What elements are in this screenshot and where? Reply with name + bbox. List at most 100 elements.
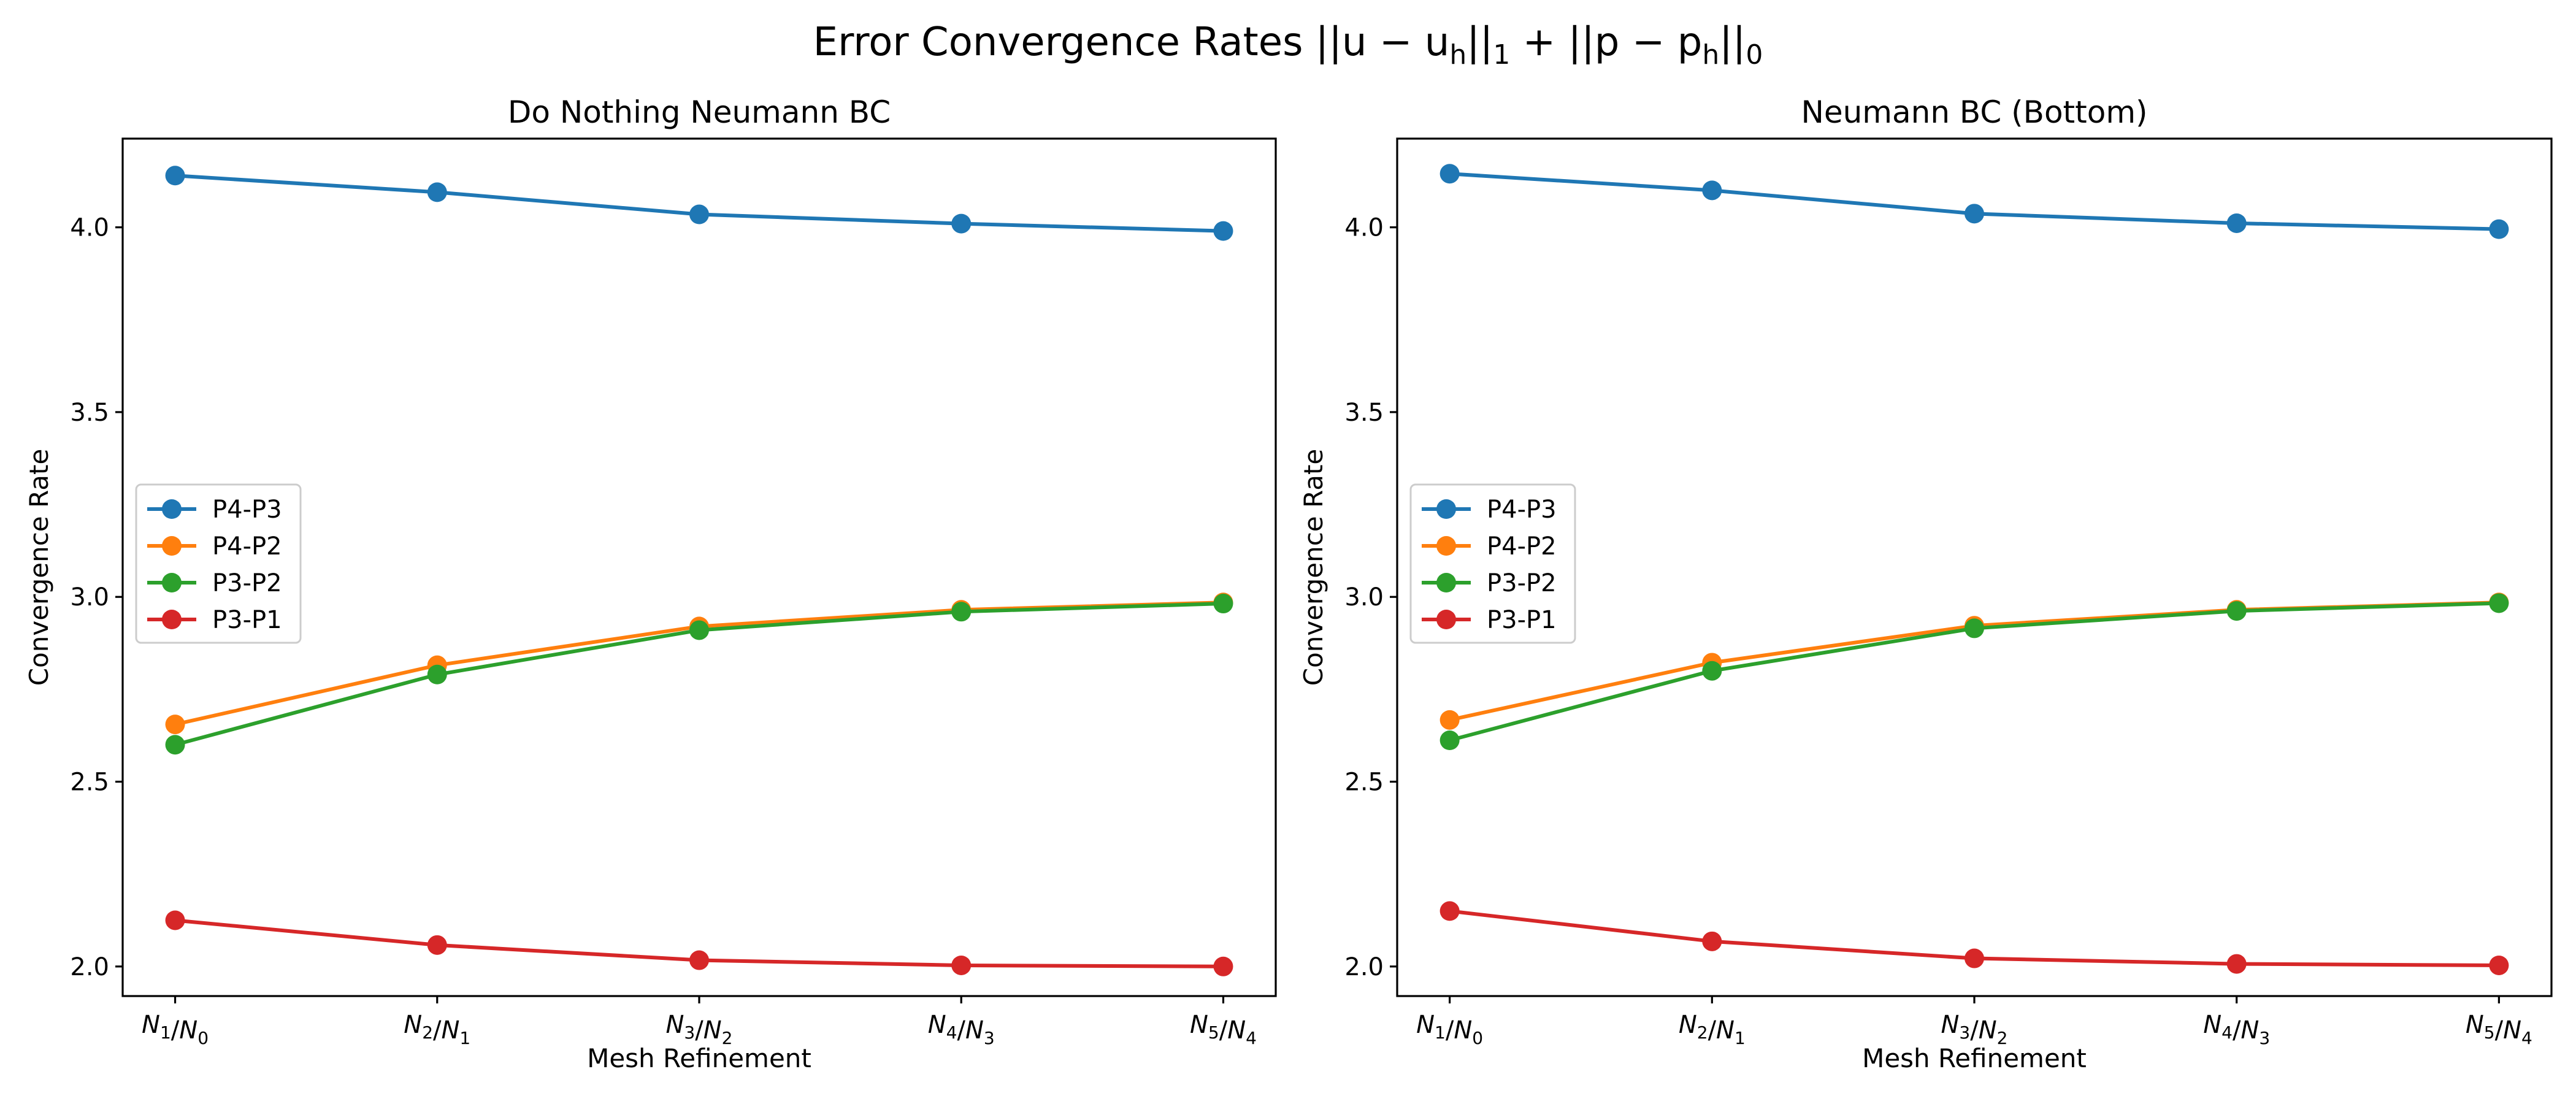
data-point bbox=[1702, 931, 1722, 951]
legend-frame bbox=[1409, 483, 1576, 644]
y-tick-label: 3.0 bbox=[70, 583, 109, 611]
y-tick-label: 4.0 bbox=[1344, 214, 1384, 242]
y-axis-label: Convergence Rate bbox=[24, 449, 54, 686]
legend-entry: P4-P2 bbox=[147, 532, 282, 561]
data-point bbox=[165, 166, 185, 186]
data-point bbox=[165, 910, 185, 930]
legend-label: P4-P3 bbox=[1487, 496, 1557, 524]
legend-label: P3-P1 bbox=[212, 606, 282, 634]
data-point bbox=[1965, 204, 1984, 224]
x-tick-label: N5/N4 bbox=[1190, 1011, 1257, 1048]
x-tick-label: N4/N3 bbox=[928, 1011, 995, 1048]
x-tick-label: N3/N2 bbox=[666, 1011, 733, 1048]
legend: P4-P3 P4-P2 P3-P2 P3-P1 bbox=[135, 483, 302, 644]
data-point bbox=[2489, 219, 2509, 239]
legend-entry: P4-P2 bbox=[1422, 532, 1557, 561]
legend: P4-P3 P4-P2 P3-P2 P3-P1 bbox=[1409, 483, 1576, 644]
data-point bbox=[1213, 221, 1233, 241]
data-point bbox=[1213, 594, 1233, 614]
data-point bbox=[1439, 710, 1460, 730]
data-point bbox=[1439, 164, 1460, 184]
data-point bbox=[689, 620, 709, 640]
data-point bbox=[427, 935, 447, 955]
y-tick-label: 3.5 bbox=[70, 399, 109, 427]
series-P3-P1 bbox=[1439, 901, 2509, 975]
legend-swatch-marker bbox=[162, 499, 182, 519]
y-tick-label: 2.0 bbox=[1344, 953, 1384, 981]
x-tick-label: N4/N3 bbox=[2203, 1011, 2270, 1048]
data-point bbox=[2226, 954, 2247, 974]
y-axis-label: Convergence Rate bbox=[1298, 449, 1328, 686]
legend-entry: P3-P2 bbox=[147, 569, 282, 597]
legend-swatch-marker bbox=[162, 610, 182, 629]
data-point bbox=[951, 955, 972, 975]
series-P3-P2 bbox=[165, 594, 1233, 755]
data-point bbox=[2226, 601, 2247, 621]
data-point bbox=[1965, 618, 1984, 638]
legend-label: P4-P2 bbox=[212, 532, 282, 561]
legend-swatch-marker bbox=[1436, 573, 1456, 592]
x-axis-label: Mesh Refinement bbox=[587, 1043, 811, 1073]
y-tick-label: 3.0 bbox=[1344, 583, 1384, 611]
legend-label: P4-P3 bbox=[212, 496, 282, 524]
plot-area bbox=[1396, 137, 2553, 997]
x-tick-label: N5/N4 bbox=[2466, 1011, 2532, 1048]
data-point bbox=[1439, 901, 1460, 921]
data-point bbox=[427, 182, 447, 202]
data-point bbox=[1213, 956, 1233, 976]
legend-frame bbox=[135, 483, 302, 644]
data-point bbox=[1702, 180, 1722, 201]
y-tick-label: 2.0 bbox=[70, 953, 109, 981]
data-point bbox=[951, 602, 972, 622]
legend-label: P3-P2 bbox=[212, 569, 282, 597]
x-tick-label: N3/N2 bbox=[1941, 1011, 2008, 1048]
data-point bbox=[427, 664, 447, 684]
data-point bbox=[2489, 955, 2509, 975]
legend-label: P4-P2 bbox=[1487, 532, 1557, 561]
legend-entry: P3-P1 bbox=[147, 606, 282, 634]
x-tick-label: N2/N1 bbox=[404, 1011, 470, 1048]
x-axis-label: Mesh Refinement bbox=[1862, 1043, 2087, 1073]
legend-entry: P4-P3 bbox=[147, 496, 282, 524]
data-point bbox=[951, 213, 972, 234]
data-point bbox=[165, 715, 185, 735]
figure-title: Error Convergence Rates ||u − uh||1 + ||… bbox=[813, 20, 1763, 71]
legend-entry: P3-P1 bbox=[1422, 606, 1557, 634]
legend-swatch-marker bbox=[1436, 610, 1456, 629]
legend-swatch-marker bbox=[162, 573, 182, 592]
legend-entry: P4-P3 bbox=[1422, 496, 1557, 524]
data-point bbox=[1439, 730, 1460, 751]
plot-area bbox=[121, 137, 1277, 997]
series-P3-P1 bbox=[165, 910, 1233, 976]
data-point bbox=[689, 950, 709, 970]
series-P3-P2 bbox=[1439, 593, 2509, 751]
data-point bbox=[2489, 593, 2509, 613]
subplot-title: Neumann BC (Bottom) bbox=[1801, 94, 2147, 130]
series-P4-P2 bbox=[165, 592, 1233, 735]
x-tick-label: N1/N0 bbox=[1416, 1011, 1483, 1048]
y-tick-label: 2.5 bbox=[1344, 769, 1384, 797]
legend-swatch-marker bbox=[1436, 499, 1456, 519]
data-point bbox=[165, 735, 185, 755]
y-tick-label: 3.5 bbox=[1344, 399, 1384, 427]
x-tick-label: N1/N0 bbox=[142, 1011, 209, 1048]
data-point bbox=[1965, 948, 1984, 968]
series-P4-P3 bbox=[165, 166, 1233, 241]
data-point bbox=[689, 204, 709, 224]
legend-label: P3-P2 bbox=[1487, 569, 1557, 597]
y-tick-label: 4.0 bbox=[70, 214, 109, 242]
series-P4-P2 bbox=[1439, 592, 2509, 730]
series-P4-P3 bbox=[1439, 164, 2509, 239]
y-tick-label: 2.5 bbox=[70, 769, 109, 797]
subplot-title: Do Nothing Neumann BC bbox=[508, 94, 891, 130]
legend-entry: P3-P2 bbox=[1422, 569, 1557, 597]
legend-swatch-marker bbox=[162, 536, 182, 556]
legend-swatch-marker bbox=[1436, 536, 1456, 556]
subplot-2: Neumann BC (Bottom) 2.0 2.5 3.0 3.5 4.0 N1/N0 N… bbox=[1298, 94, 2553, 1073]
subplot-1: Do Nothing Neumann BC 2.0 2.5 3.0 3.5 4.0 N1/N… bbox=[24, 94, 1277, 1073]
data-point bbox=[2226, 213, 2247, 233]
legend-label: P3-P1 bbox=[1487, 606, 1557, 634]
x-tick-label: N2/N1 bbox=[1679, 1011, 1746, 1048]
